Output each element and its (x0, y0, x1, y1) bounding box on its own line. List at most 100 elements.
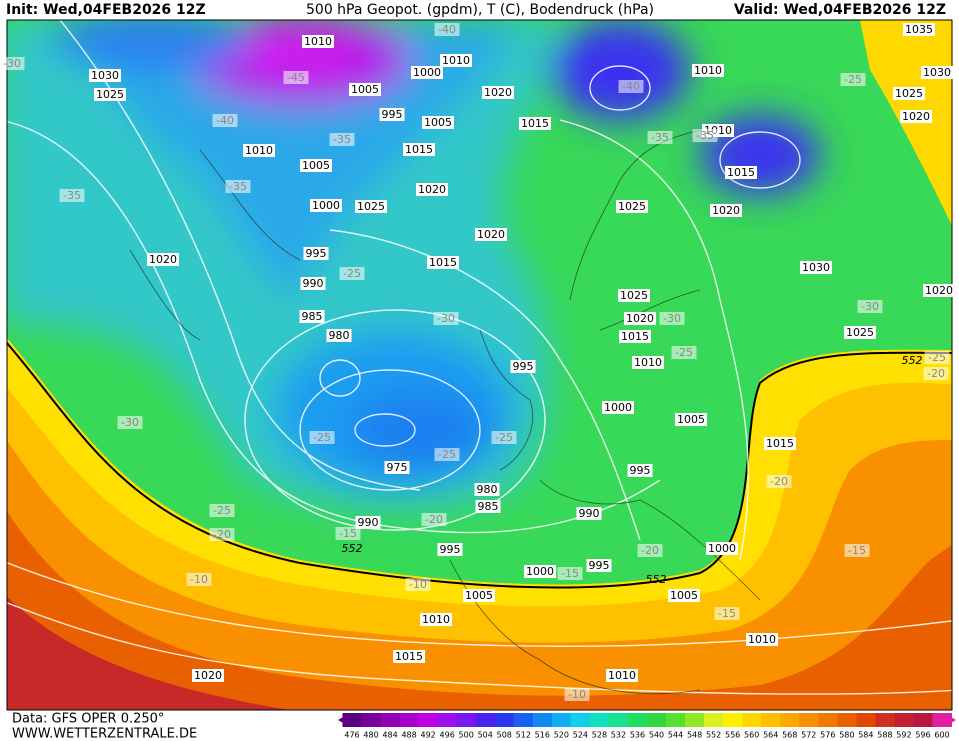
isobar-label: 990 (303, 277, 324, 290)
isobar-label-box (675, 413, 707, 426)
isobar-label: 985 (478, 500, 499, 513)
colorbar-label: 588 (877, 731, 892, 740)
isobar-label: 1010 (694, 64, 722, 77)
colorbar-swatch (780, 713, 800, 727)
colorbar-label: 524 (573, 731, 588, 740)
isobar-label-box (921, 66, 953, 79)
colorbar-label: 488 (401, 731, 416, 740)
temperature-label-box (309, 431, 335, 444)
isobar-label-box (668, 589, 700, 602)
temperature-label: -40 (216, 114, 234, 127)
isobar-label-box (310, 199, 342, 212)
colorbar-label: 520 (554, 731, 569, 740)
temperature-label-box (117, 416, 143, 429)
colorbar-label: 548 (687, 731, 702, 740)
temperature-label: -25 (438, 448, 456, 461)
colorbar-swatch (666, 713, 686, 727)
isobar-label-box (475, 500, 501, 513)
temperature-label-box (0, 57, 25, 70)
colorbar-label: 480 (363, 731, 378, 740)
isobar-label: 1000 (604, 401, 632, 414)
colorbar-label: 568 (782, 731, 797, 740)
colorbar-label: 532 (611, 731, 626, 740)
temperature-label: -35 (696, 129, 714, 142)
isobar-label: 1005 (302, 159, 330, 172)
temperature-label-box (491, 431, 517, 444)
isobar-label-box (519, 117, 551, 130)
temperature-label-box (924, 351, 950, 364)
isobar-label-box (606, 669, 638, 682)
isobar-label: 990 (579, 507, 600, 520)
isobar-label-box (706, 542, 738, 555)
isobar-label: 1015 (727, 166, 755, 179)
isobar-label-box (299, 310, 325, 323)
isobar-label: 995 (513, 360, 534, 373)
colorbar-label: 564 (763, 731, 778, 740)
temperature-label-box (434, 23, 460, 36)
isobar-label: 1015 (766, 437, 794, 450)
temperature-label-box (844, 544, 870, 557)
temperature-label: -40 (622, 80, 640, 93)
temperature-label-box (923, 367, 949, 380)
temperature-label: -35 (63, 189, 81, 202)
colorbar-label: 508 (497, 731, 512, 740)
isobar-label-box (474, 483, 500, 496)
isobar-label-box (379, 108, 405, 121)
temperature-label-box (659, 312, 685, 325)
colorbar-swatch (399, 713, 420, 727)
isobar-label-box (619, 330, 651, 343)
isobar-label-box (710, 204, 742, 217)
temperature-label: -25 (213, 504, 231, 517)
isobar-label-box (326, 329, 352, 342)
isobar-label: 995 (589, 559, 610, 572)
isobar-label-box (427, 256, 459, 269)
temperature-label: -30 (3, 57, 21, 70)
colorbar-label: 592 (896, 731, 911, 740)
colorbar-swatch (704, 713, 724, 727)
colorbar-label: 500 (459, 731, 474, 740)
isobar-label-box (624, 312, 656, 325)
temperature-label-box (59, 189, 85, 202)
colorbar-label: 584 (858, 731, 873, 740)
isobar-label: 990 (358, 516, 379, 529)
colorbar-label: 572 (801, 731, 816, 740)
isobar-label: 1015 (405, 143, 433, 156)
isobar-label: 1005 (351, 83, 379, 96)
colorbar-label: 536 (630, 731, 645, 740)
geopotential-label: 552 (902, 354, 923, 367)
isobar-label: 1030 (923, 66, 951, 79)
colorbar-label: 516 (535, 731, 550, 740)
colorbar-swatch (723, 713, 743, 727)
isobar-label: 1000 (413, 66, 441, 79)
temperature-label: -30 (121, 416, 139, 429)
isobar-label-box (411, 66, 443, 79)
colorbar-label: 504 (478, 731, 493, 740)
temperature-label: -25 (313, 431, 331, 444)
temperature-label: -15 (848, 544, 866, 557)
isobar-label-box (393, 650, 425, 663)
isobar-label-box (632, 356, 664, 369)
colorbar-swatch (913, 713, 933, 727)
colorbar-swatch (932, 713, 953, 727)
colorbar-label: 544 (668, 731, 683, 740)
isobar-label-box (440, 54, 472, 67)
colorbar-label: 476 (344, 731, 359, 740)
temperature-label: -20 (425, 513, 443, 526)
isobar-label: 1020 (925, 284, 953, 297)
temperature-label: -20 (213, 528, 231, 541)
colorbar-swatch (894, 713, 914, 727)
isobar-label-box (800, 261, 832, 274)
isobar-label: 1025 (895, 87, 923, 100)
isobar-label-box (384, 461, 410, 474)
temperature-label: -20 (927, 367, 945, 380)
isobar-label: 1010 (608, 669, 636, 682)
isobar-label: 1025 (618, 200, 646, 213)
colorbar-swatch (475, 713, 496, 727)
isobar-label-box (524, 565, 556, 578)
colorbar-swatch (532, 713, 553, 727)
isobar-label-box (437, 543, 463, 556)
geopotential-label: 552 (646, 573, 667, 586)
